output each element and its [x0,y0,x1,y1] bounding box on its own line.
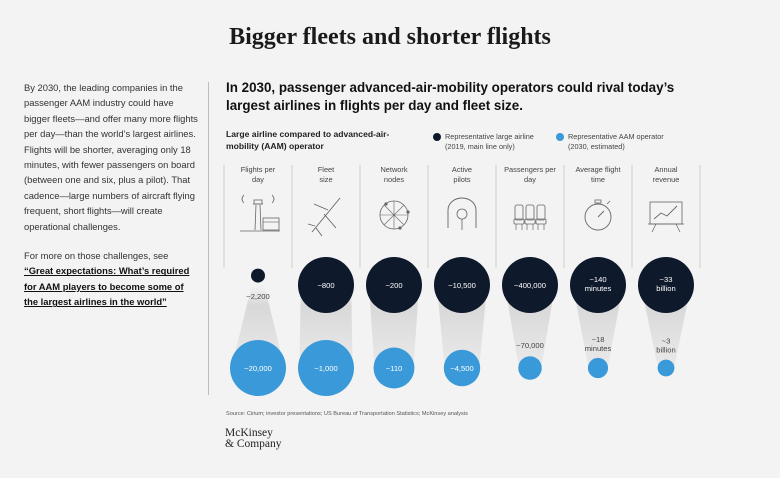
airline-bubble [298,257,354,313]
more-paragraph: For more on those challenges, see “Great… [24,248,199,310]
airline-bubble [570,257,626,313]
chart-board-icon [648,201,684,233]
category-4: Active pilots ~10,500 ~4,500 [434,165,490,387]
article-link[interactable]: “Great expectations: What’s required for… [24,265,190,308]
legend-aam-dot [556,133,564,141]
intro-text: By 2030, the leading companies in the pa… [24,80,199,310]
airport-tower-icon [240,194,280,232]
airline-bubble [366,257,422,313]
airline-bubble [502,257,558,313]
airline-value: ~800 [317,281,334,290]
category-6: Average flight time ~140 minutes ~18 minutes [570,165,626,379]
mckinsey-logo: McKinsey & Company [225,427,282,450]
globe-network-icon [379,200,410,230]
category-label: Network nodes [380,165,407,184]
chart-headline: In 2030, passenger advanced-air-mobility… [226,80,675,113]
aam-bubble [657,359,675,377]
airline-value: ~10,500 [448,281,476,290]
airline-value: ~2,200 [246,292,269,301]
category-label: Active pilots [452,165,472,184]
aam-value: ~1,000 [314,364,337,373]
aam-bubble [230,340,286,396]
aam-value: ~110 [386,364,403,373]
category-1: Flights per day ~2,200 ~20,000 [230,165,286,396]
page-title: Bigger fleets and shorter flights [229,24,551,50]
logo-line-1: McKinsey [225,427,273,439]
category-2: Fleet size ~800 ~1,000 [298,165,354,396]
airline-bubble [638,257,694,313]
airline-bubble [434,257,490,313]
aam-value: ~3 billion [656,337,675,355]
seats-icon [513,204,547,230]
category-3: Network nodes ~200 ~110 [366,165,422,389]
stopwatch-icon [584,199,612,231]
aam-value: ~18 minutes [585,335,612,353]
legend-aam: Representative AAM operator (2030, estim… [556,132,681,151]
aam-value: ~70,000 [516,341,544,350]
legend-airline-dot [433,133,441,141]
airline-value: ~200 [385,281,402,290]
more-prefix: For more on those challenges, see [24,250,169,262]
category-label: Flights per day [241,165,276,184]
source-note: Source: Cirium; investor presentations; … [226,411,468,417]
airline-value: ~33 billion [656,275,675,293]
chart-subhead: Large airline compared to advanced-air-m… [226,129,390,151]
airline-bubble [251,268,265,283]
category-label: Fleet size [318,165,334,184]
category-7: Annual revenue ~33 billion ~3 billion [638,165,694,377]
aam-value: ~4,500 [450,364,473,373]
category-label: Annual revenue [653,165,680,184]
airplane-icon [307,197,341,237]
logo-line-2: & Company [225,438,282,450]
category-5: Passengers per day ~400,000 ~70,000 [502,165,558,380]
category-label: Passengers per day [504,165,556,184]
aam-bubble [518,356,542,380]
aam-bubble [373,347,415,389]
aam-value: ~20,000 [244,364,272,373]
category-label: Average flight time [575,165,620,184]
intro-paragraph: By 2030, the leading companies in the pa… [24,82,198,232]
airline-value: ~140 minutes [585,275,612,293]
yoke-icon [447,197,477,230]
aam-bubble [587,357,609,379]
legend-aam-label: Representative AAM operator (2030, estim… [568,132,664,151]
divider [208,82,209,395]
aam-bubble [443,349,481,387]
aam-bubble [298,340,354,396]
legend-airline: Representative large airline (2019, main… [433,132,553,151]
airline-value: ~400,000 [514,281,546,290]
legend-airline-label: Representative large airline (2019, main… [445,132,534,151]
